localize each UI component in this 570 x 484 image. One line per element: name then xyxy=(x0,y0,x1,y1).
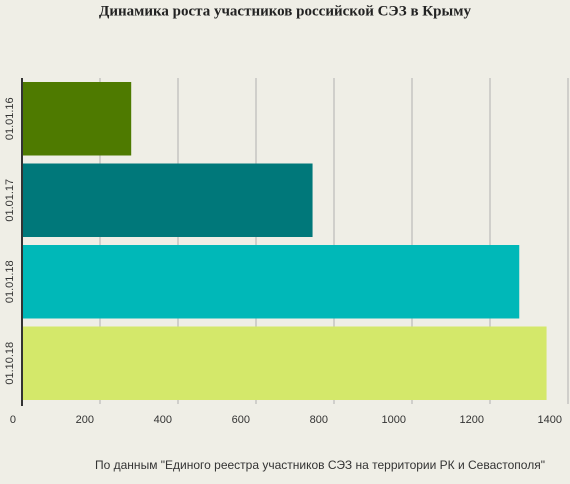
y-tick-label: 01.01.16 xyxy=(4,97,16,140)
y-tick-label: 01.01.17 xyxy=(4,179,16,222)
x-tick-label: 200 xyxy=(76,414,94,426)
x-tick-label: 400 xyxy=(154,414,172,426)
bar xyxy=(22,163,313,237)
y-tick-label: 01.01.18 xyxy=(4,260,16,303)
y-tick-label: 01.10.18 xyxy=(4,342,16,385)
x-tick-label: 0 xyxy=(10,414,16,426)
source-note: По данным "Единого реестра участников СЭ… xyxy=(95,458,545,472)
x-tick-label: 1200 xyxy=(460,414,484,426)
x-tick-label: 800 xyxy=(310,414,328,426)
bar xyxy=(22,245,520,319)
x-tick-label: 1000 xyxy=(382,414,406,426)
x-tick-label: 1400 xyxy=(538,414,562,426)
bar xyxy=(22,82,132,156)
bar xyxy=(22,326,547,400)
x-tick-label: 600 xyxy=(232,414,250,426)
chart-title: Динамика роста участников российской СЭЗ… xyxy=(99,3,471,19)
